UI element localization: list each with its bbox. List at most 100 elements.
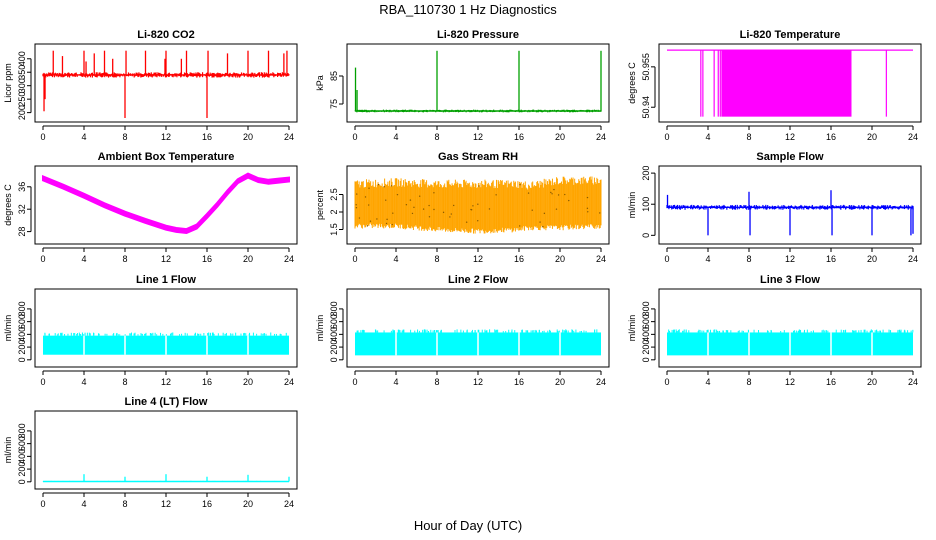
x-tick-label: 4 bbox=[81, 132, 86, 142]
x-tick-label: 0 bbox=[664, 254, 669, 264]
x-tick-label: 4 bbox=[81, 254, 86, 264]
y-tick-label: 200 bbox=[641, 166, 651, 181]
x-tick-label: 20 bbox=[555, 377, 565, 387]
x-tick-label: 8 bbox=[746, 132, 751, 142]
x-tick-label: 12 bbox=[161, 377, 171, 387]
series-line bbox=[42, 173, 290, 233]
figure-x-axis-label: Hour of Day (UTC) bbox=[414, 518, 522, 533]
panel-title: Li-820 CO2 bbox=[137, 29, 194, 41]
y-tick-label: 300 bbox=[17, 78, 27, 93]
x-tick-label: 20 bbox=[867, 132, 877, 142]
x-tick-label: 20 bbox=[243, 132, 253, 142]
plot-frame bbox=[34, 410, 298, 490]
y-tick-label: 85 bbox=[329, 71, 339, 81]
y-axis-label: ml/min bbox=[3, 315, 13, 342]
y-tick-label: 0 bbox=[17, 479, 27, 484]
series-dot bbox=[442, 211, 445, 214]
x-tick-label: 0 bbox=[40, 499, 45, 509]
data-layer bbox=[355, 329, 601, 356]
x-tick-label: 12 bbox=[473, 377, 483, 387]
series-dot bbox=[519, 184, 521, 186]
x-tick-label: 0 bbox=[352, 132, 357, 142]
x-tick-label: 4 bbox=[393, 254, 398, 264]
y-tick-label: 600 bbox=[641, 314, 651, 329]
x-tick-label: 24 bbox=[596, 377, 606, 387]
data-layer bbox=[42, 172, 290, 235]
series-dot bbox=[586, 196, 589, 199]
y-tick-label: 600 bbox=[17, 314, 27, 329]
x-tick-label: 24 bbox=[284, 377, 294, 387]
x-tick-label: 12 bbox=[473, 254, 483, 264]
y-axis-label: kPa bbox=[315, 75, 325, 91]
series-dot bbox=[413, 206, 415, 209]
x-tick-label: 8 bbox=[434, 132, 439, 142]
series-dot bbox=[539, 221, 541, 223]
series-dot bbox=[364, 196, 367, 198]
plot-frame bbox=[34, 165, 298, 245]
series-dot bbox=[433, 192, 435, 194]
series-dot bbox=[390, 185, 393, 187]
series-dot bbox=[543, 212, 546, 215]
x-tick-label: 12 bbox=[161, 499, 171, 509]
x-tick-label: 16 bbox=[202, 132, 212, 142]
x-tick-label: 12 bbox=[161, 132, 171, 142]
y-tick-label: 0 bbox=[329, 357, 339, 362]
y-tick-label: 800 bbox=[329, 301, 339, 316]
series-dot bbox=[550, 191, 552, 194]
y-tick-label: 200 bbox=[17, 105, 27, 120]
y-tick-label: 200 bbox=[17, 340, 27, 355]
x-tick-label: 24 bbox=[596, 254, 606, 264]
series-dot bbox=[564, 193, 566, 196]
x-tick-label: 20 bbox=[555, 132, 565, 142]
chart-panel: Li-820 Temperature 0 4 8 12 16 20 24 50.94 50.955… bbox=[627, 29, 922, 142]
series-dot bbox=[599, 212, 601, 214]
x-tick-label: 24 bbox=[908, 377, 918, 387]
series-dot bbox=[355, 204, 357, 206]
x-tick-label: 0 bbox=[664, 132, 669, 142]
y-tick-label: 2 bbox=[329, 209, 339, 214]
series-dot bbox=[527, 192, 530, 194]
x-tick-label: 16 bbox=[202, 499, 212, 509]
panel-title: Line 3 Flow bbox=[760, 274, 820, 286]
x-tick-label: 8 bbox=[746, 377, 751, 387]
y-tick-label: 0 bbox=[17, 357, 27, 362]
y-axis-label: ml/min bbox=[627, 192, 637, 219]
series-dot bbox=[376, 218, 378, 220]
y-tick-label: 800 bbox=[641, 301, 651, 316]
x-tick-label: 12 bbox=[161, 254, 171, 264]
series-dot bbox=[542, 225, 544, 228]
chart-panel: Li-820 Pressure 0 4 8 12 16 20 24 75 85 kPa bbox=[315, 29, 610, 142]
series-dot bbox=[385, 199, 387, 201]
data-layer bbox=[42, 474, 290, 483]
y-tick-label: 50.94 bbox=[641, 96, 651, 119]
x-tick-label: 8 bbox=[122, 377, 127, 387]
x-tick-label: 4 bbox=[705, 377, 710, 387]
y-tick-label: 400 bbox=[17, 449, 27, 464]
x-tick-label: 20 bbox=[867, 377, 877, 387]
x-tick-label: 0 bbox=[40, 254, 45, 264]
plot-frame bbox=[34, 43, 298, 123]
x-tick-label: 24 bbox=[284, 499, 294, 509]
x-tick-label: 4 bbox=[393, 377, 398, 387]
x-tick-label: 20 bbox=[243, 254, 253, 264]
series-dot bbox=[478, 185, 480, 187]
x-tick-label: 0 bbox=[40, 132, 45, 142]
series-dot bbox=[433, 208, 435, 211]
y-tick-label: 1.5 bbox=[329, 223, 339, 236]
chart-panel: Line 4 (LT) Flow 0 4 8 12 16 20 24 0 200400600800… bbox=[3, 396, 298, 509]
series-dot bbox=[409, 199, 412, 201]
data-layer bbox=[667, 49, 913, 117]
x-tick-label: 24 bbox=[908, 132, 918, 142]
panel-title: Line 4 (LT) Flow bbox=[125, 396, 208, 408]
y-tick-label: 32 bbox=[17, 204, 27, 214]
series-dot bbox=[366, 225, 369, 227]
series-dot bbox=[472, 205, 474, 207]
series-dot bbox=[391, 223, 393, 226]
y-tick-label: 350 bbox=[17, 65, 27, 80]
x-tick-label: 12 bbox=[785, 377, 795, 387]
x-tick-label: 16 bbox=[514, 254, 524, 264]
x-tick-label: 16 bbox=[826, 132, 836, 142]
y-axis-label: degrees C bbox=[3, 184, 13, 226]
